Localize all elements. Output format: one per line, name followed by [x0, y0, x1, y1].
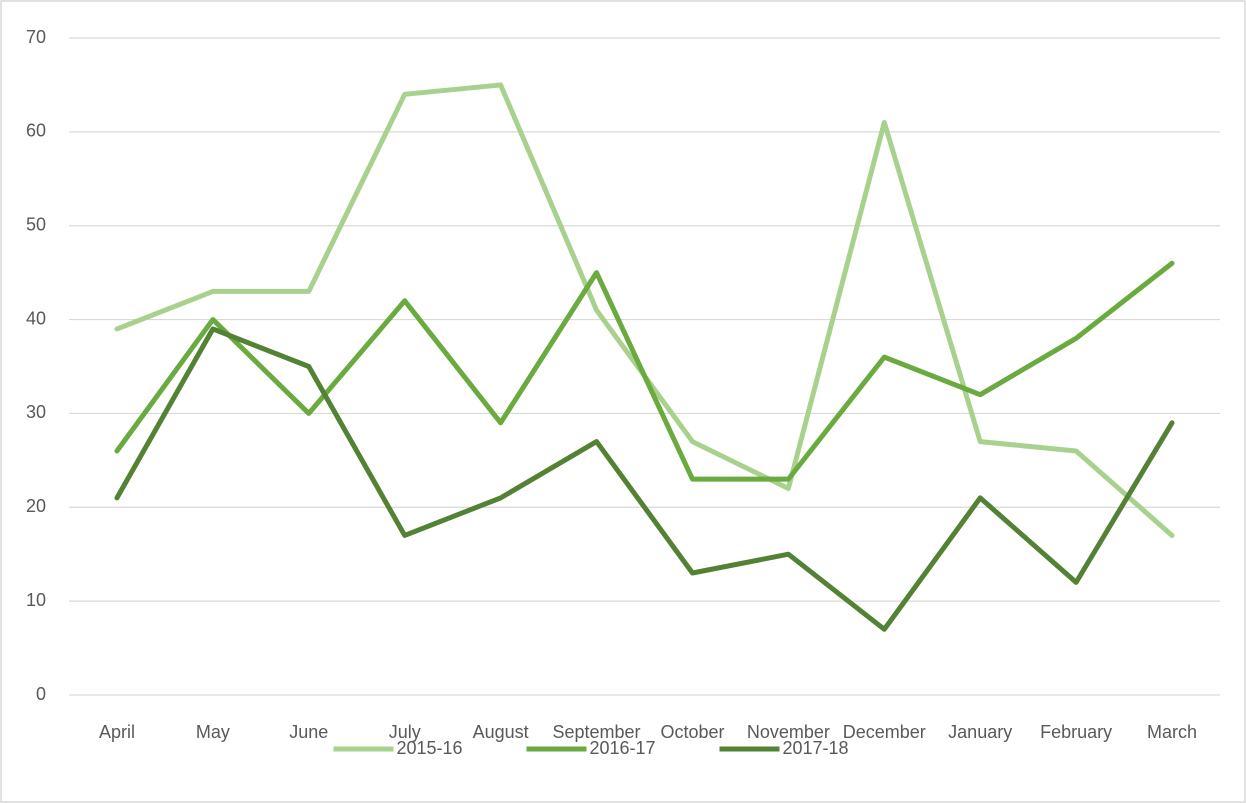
y-tick-label: 40 [26, 308, 46, 328]
y-tick-label: 20 [26, 496, 46, 516]
x-tick-label: April [99, 722, 135, 742]
x-tick-label: December [843, 722, 926, 742]
legend-label: 2015-16 [397, 738, 463, 758]
series-line [114, 260, 1175, 482]
x-tick-label: January [948, 722, 1012, 742]
x-tick-label: November [747, 722, 830, 742]
legend-label: 2016-17 [590, 738, 656, 758]
x-tick-label: August [473, 722, 529, 742]
x-tick-label: May [196, 722, 230, 742]
x-tick-label: September [553, 722, 641, 742]
y-tick-label: 30 [26, 402, 46, 422]
y-tick-label: 50 [26, 214, 46, 234]
x-tick-label: February [1040, 722, 1112, 742]
x-tick-label: October [660, 722, 724, 742]
series-line [114, 326, 1175, 632]
y-tick-label: 0 [36, 684, 46, 704]
x-tick-label: March [1147, 722, 1197, 742]
legend-label: 2017-18 [783, 738, 849, 758]
x-tick-label: July [389, 722, 421, 742]
y-tick-label: 70 [26, 27, 46, 47]
y-tick-label: 60 [26, 121, 46, 141]
y-tick-label: 10 [26, 590, 46, 610]
x-tick-label: June [289, 722, 328, 742]
